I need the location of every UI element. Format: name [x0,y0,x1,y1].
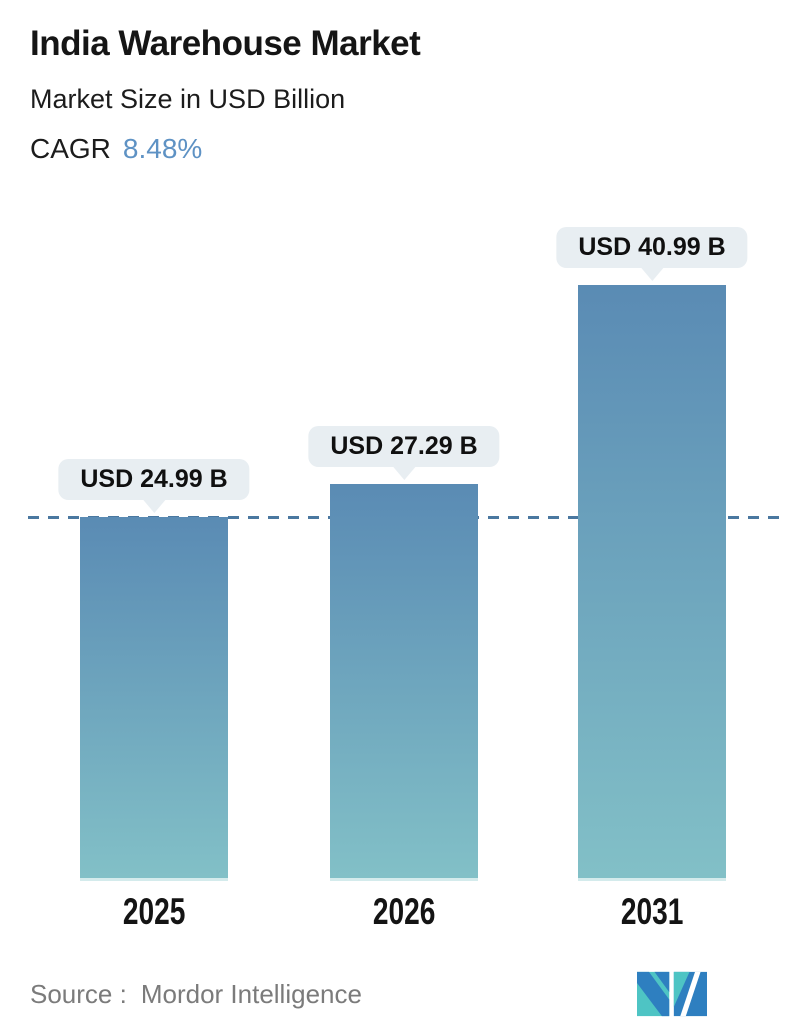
cagr-value: 8.48% [122,133,203,164]
x-axis-label: 2026 [372,891,436,932]
bar [330,484,478,881]
value-label: USD 24.99 B [80,465,228,493]
value-tooltip: USD 27.29 B [308,426,500,467]
chart-subtitle: Market Size in USD Billion [30,84,346,114]
source-value: Mordor Intelligence [140,979,362,1009]
value-tooltip: USD 40.99 B [556,227,748,268]
source-label: Source : [30,979,127,1009]
value-tooltip: USD 24.99 B [58,459,250,500]
x-axis-label: 2025 [122,891,186,932]
cagr-label: CAGR [30,133,111,164]
bar [80,517,228,881]
cagr-row: CAGR 8.48% [30,133,202,165]
source-attribution: Source : Mordor Intelligence [30,979,362,1010]
x-axis-label: 2031 [620,891,684,932]
value-label: USD 27.29 B [330,432,478,460]
mordor-intelligence-logo-icon [637,971,707,1017]
bar [578,285,726,881]
value-label: USD 40.99 B [578,233,726,261]
page-title: India Warehouse Market [30,24,421,63]
